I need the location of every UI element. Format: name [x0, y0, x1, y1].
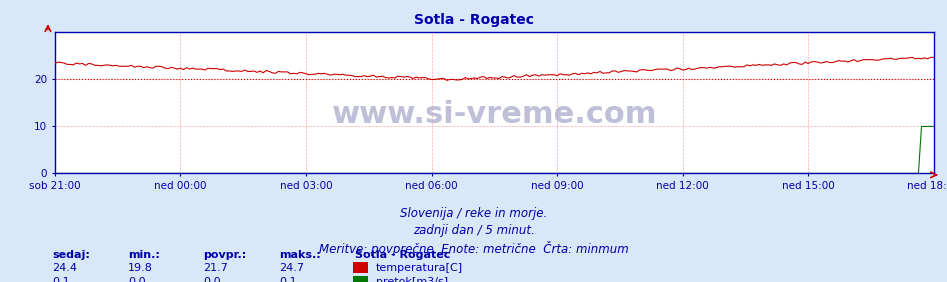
Text: Slovenija / reke in morje.: Slovenija / reke in morje.	[400, 207, 547, 220]
Text: 19.8: 19.8	[128, 263, 152, 273]
Text: sedaj:: sedaj:	[52, 250, 90, 260]
Text: maks.:: maks.:	[279, 250, 321, 260]
Text: 21.7: 21.7	[204, 263, 228, 273]
Text: 0.0: 0.0	[128, 277, 146, 282]
Text: povpr.:: povpr.:	[204, 250, 247, 260]
Text: 0.1: 0.1	[52, 277, 70, 282]
Text: 24.4: 24.4	[52, 263, 77, 273]
Text: 24.7: 24.7	[279, 263, 304, 273]
Text: zadnji dan / 5 minut.: zadnji dan / 5 minut.	[413, 224, 534, 237]
Text: min.:: min.:	[128, 250, 160, 260]
Text: temperatura[C]: temperatura[C]	[376, 263, 463, 273]
Text: www.si-vreme.com: www.si-vreme.com	[331, 100, 657, 129]
Text: Sotla - Rogatec: Sotla - Rogatec	[355, 250, 451, 260]
Text: 0.1: 0.1	[279, 277, 297, 282]
Text: Sotla - Rogatec: Sotla - Rogatec	[414, 13, 533, 27]
Text: 0.0: 0.0	[204, 277, 222, 282]
Text: pretok[m3/s]: pretok[m3/s]	[376, 277, 448, 282]
Text: Meritve: povprečne  Enote: metrične  Črta: minmum: Meritve: povprečne Enote: metrične Črta:…	[318, 241, 629, 256]
